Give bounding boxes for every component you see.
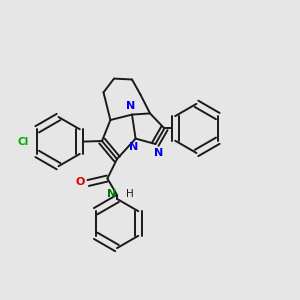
- Text: H: H: [126, 189, 134, 200]
- Text: N: N: [107, 189, 116, 200]
- Text: N: N: [154, 148, 163, 158]
- Text: N: N: [126, 101, 135, 111]
- Text: O: O: [75, 177, 85, 188]
- Text: Cl: Cl: [17, 136, 28, 147]
- Text: N: N: [129, 142, 138, 152]
